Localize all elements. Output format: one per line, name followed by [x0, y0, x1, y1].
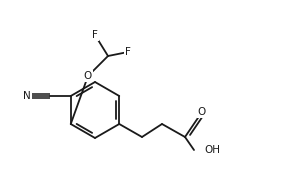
Text: N: N: [23, 91, 31, 101]
Text: O: O: [198, 107, 206, 117]
Text: F: F: [92, 30, 98, 40]
Text: F: F: [125, 47, 131, 57]
Text: O: O: [84, 71, 92, 81]
Text: OH: OH: [204, 145, 220, 155]
